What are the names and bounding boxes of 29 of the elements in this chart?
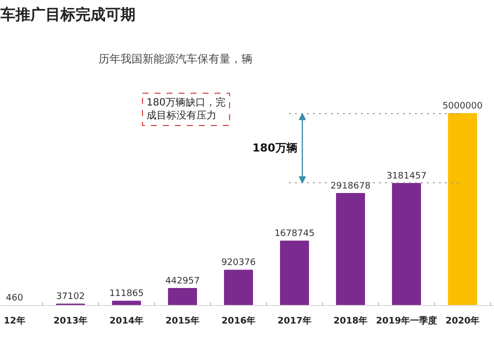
bar — [224, 270, 253, 306]
data-label: 37102 — [56, 292, 85, 302]
data-label: 460 — [6, 293, 24, 304]
bar — [280, 240, 309, 306]
x-tick-label: 2017年 — [277, 316, 312, 326]
data-label: 2918678 — [330, 182, 371, 192]
x-tick-label: 2020年 — [445, 316, 480, 326]
bar — [392, 182, 421, 306]
annotation: 180万辆缺口，完成目标没有压力 — [146, 96, 226, 122]
x-tick-label: 2013年 — [53, 316, 88, 326]
data-label: 442957 — [165, 276, 200, 287]
x-tick-label: 2014年 — [109, 316, 144, 326]
bar — [112, 300, 141, 306]
chart-title: 车推广目标完成可期 — [0, 6, 136, 24]
bar — [448, 113, 477, 306]
x-tick-label: 2018年 — [333, 316, 368, 326]
data-label: 3181457 — [386, 171, 427, 182]
data-label: 111865 — [109, 289, 144, 300]
x-tick-label: 12年 — [4, 316, 26, 326]
x-tick-label: 2019年一季度 — [376, 316, 438, 326]
bar — [168, 288, 197, 306]
data-label: 920376 — [221, 258, 256, 268]
x-tick-label: 2015年 — [165, 316, 200, 326]
bar — [336, 193, 365, 306]
x-tick-label: 2016年 — [221, 316, 256, 326]
data-label: 1678745 — [274, 229, 315, 240]
annotation: 180万辆 — [252, 142, 298, 155]
chart-subtitle: 历年我国新能源汽车保有量，辆 — [98, 52, 252, 66]
data-label: 5000000 — [442, 102, 483, 112]
